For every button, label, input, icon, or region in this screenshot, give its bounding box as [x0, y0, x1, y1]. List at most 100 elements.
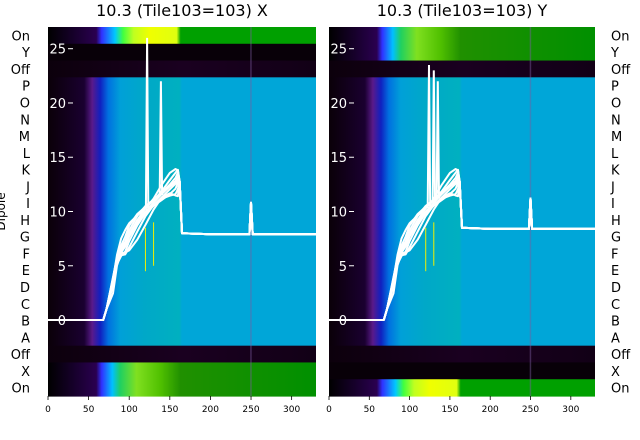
row-label: L: [611, 147, 619, 162]
heatmap-row: [48, 60, 316, 78]
heatmap-row: [329, 161, 595, 179]
y-tick-label: 15: [49, 151, 66, 166]
y-tick-label: 10: [330, 206, 347, 221]
row-label: F: [23, 247, 30, 262]
y-tick-label: 10: [49, 206, 66, 221]
heatmap-row: [329, 110, 595, 129]
row-label: O: [20, 97, 30, 112]
y-tick-label: 25: [49, 43, 66, 58]
y-axis-label: Dipole: [0, 192, 8, 230]
heatmap-row: [48, 362, 316, 380]
row-label: Off: [11, 348, 31, 363]
row-label: M: [19, 130, 30, 145]
chart-title: 10.3 (Tile103=103) Y: [377, 1, 548, 20]
row-label: On: [12, 29, 30, 44]
heatmap-row: [48, 261, 316, 280]
x-tick-label: 250: [242, 405, 259, 415]
row-label: C: [611, 298, 620, 313]
x-tick-label: 100: [121, 405, 138, 415]
y-tick-label: 15: [330, 151, 347, 166]
heatmap-row: [329, 77, 595, 95]
row-label: H: [611, 214, 621, 229]
x-tick-label: 0: [326, 405, 332, 415]
heatmap-row: [48, 127, 316, 146]
heatmap-row: [48, 161, 316, 179]
row-label: B: [21, 315, 30, 330]
series-spike: [426, 64, 432, 209]
heatmap-row: [329, 127, 595, 146]
row-label: F: [611, 247, 618, 262]
y-tick-label: 5: [339, 260, 347, 275]
row-label: Off: [611, 348, 631, 363]
row-label: I: [26, 197, 30, 212]
heatmap-row: [329, 177, 595, 196]
series-line: [48, 168, 316, 321]
row-label: J: [610, 180, 615, 195]
row-label: L: [23, 147, 31, 162]
heatmap-row: [329, 345, 595, 364]
series-spike: [431, 70, 436, 203]
row-label: I: [611, 197, 615, 212]
y-tick-label: 20: [330, 97, 347, 112]
row-label: P: [22, 80, 30, 95]
x-tick-label: 250: [522, 405, 539, 415]
row-label: G: [20, 231, 30, 246]
x-tick-label: 150: [441, 405, 458, 415]
x-tick-label: 300: [283, 405, 300, 415]
x-tick-label: 50: [83, 405, 95, 415]
x-tick-label: 200: [482, 405, 499, 415]
y-tick-label: 0: [58, 314, 66, 329]
heatmap-row: [329, 144, 595, 162]
heatmap-row: [48, 328, 316, 347]
row-label: Y: [610, 46, 619, 61]
heatmap-row: [48, 94, 316, 112]
series-bundle: [329, 64, 595, 321]
heatmap-row: [329, 278, 595, 296]
series-spike: [435, 81, 440, 199]
series-spike: [144, 37, 150, 210]
heatmap-row: [329, 312, 595, 330]
heatmap-row: [48, 379, 316, 397]
row-label: D: [20, 281, 30, 296]
heatmap-row: [48, 177, 316, 196]
heatmap-row: [329, 60, 595, 78]
heatmap-row: [329, 245, 595, 263]
heatmap-row: [329, 261, 595, 280]
row-label: E: [611, 264, 619, 279]
heatmap-row: [329, 362, 595, 380]
y-tick-label: 20: [49, 97, 66, 112]
x-tick-label: 300: [562, 405, 579, 415]
heatmap-row: [329, 379, 595, 397]
row-label: H: [20, 214, 30, 229]
row-label: On: [12, 382, 30, 397]
row-label: On: [611, 29, 629, 44]
row-label: X: [611, 365, 620, 380]
row-label: M: [611, 130, 622, 145]
heatmap-row: [48, 144, 316, 162]
heatmap-row: [48, 278, 316, 296]
row-label: On: [611, 382, 629, 397]
row-label: A: [611, 331, 620, 346]
heatmap-row: [329, 228, 595, 246]
y-tick-label: 5: [58, 260, 66, 275]
row-label: Off: [11, 63, 31, 78]
heatmap-row: [48, 312, 316, 330]
heatmap-row: [48, 295, 316, 313]
heatmap-row: [329, 94, 595, 112]
row-label: J: [25, 180, 30, 195]
heatmap-row: [48, 245, 316, 263]
row-label: N: [611, 113, 621, 128]
series-spike: [158, 81, 164, 196]
row-label: P: [611, 80, 619, 95]
row-label: B: [611, 315, 620, 330]
panel-x: 10.3 (Tile103=103) X On Y Off PONMLKJIHGFEDC…: [0, 1, 316, 415]
y-tick-label: 25: [330, 43, 347, 58]
panel-y: 10.3 (Tile103=103) Y On Y Off PONMLKJIHGFEDC…: [326, 1, 631, 415]
series-bundle: [48, 37, 316, 321]
heatmap-row: [48, 345, 316, 364]
x-tick-label: 100: [401, 405, 418, 415]
row-label: Off: [611, 63, 631, 78]
heatmap-row: [48, 27, 316, 45]
row-label: O: [611, 97, 621, 112]
